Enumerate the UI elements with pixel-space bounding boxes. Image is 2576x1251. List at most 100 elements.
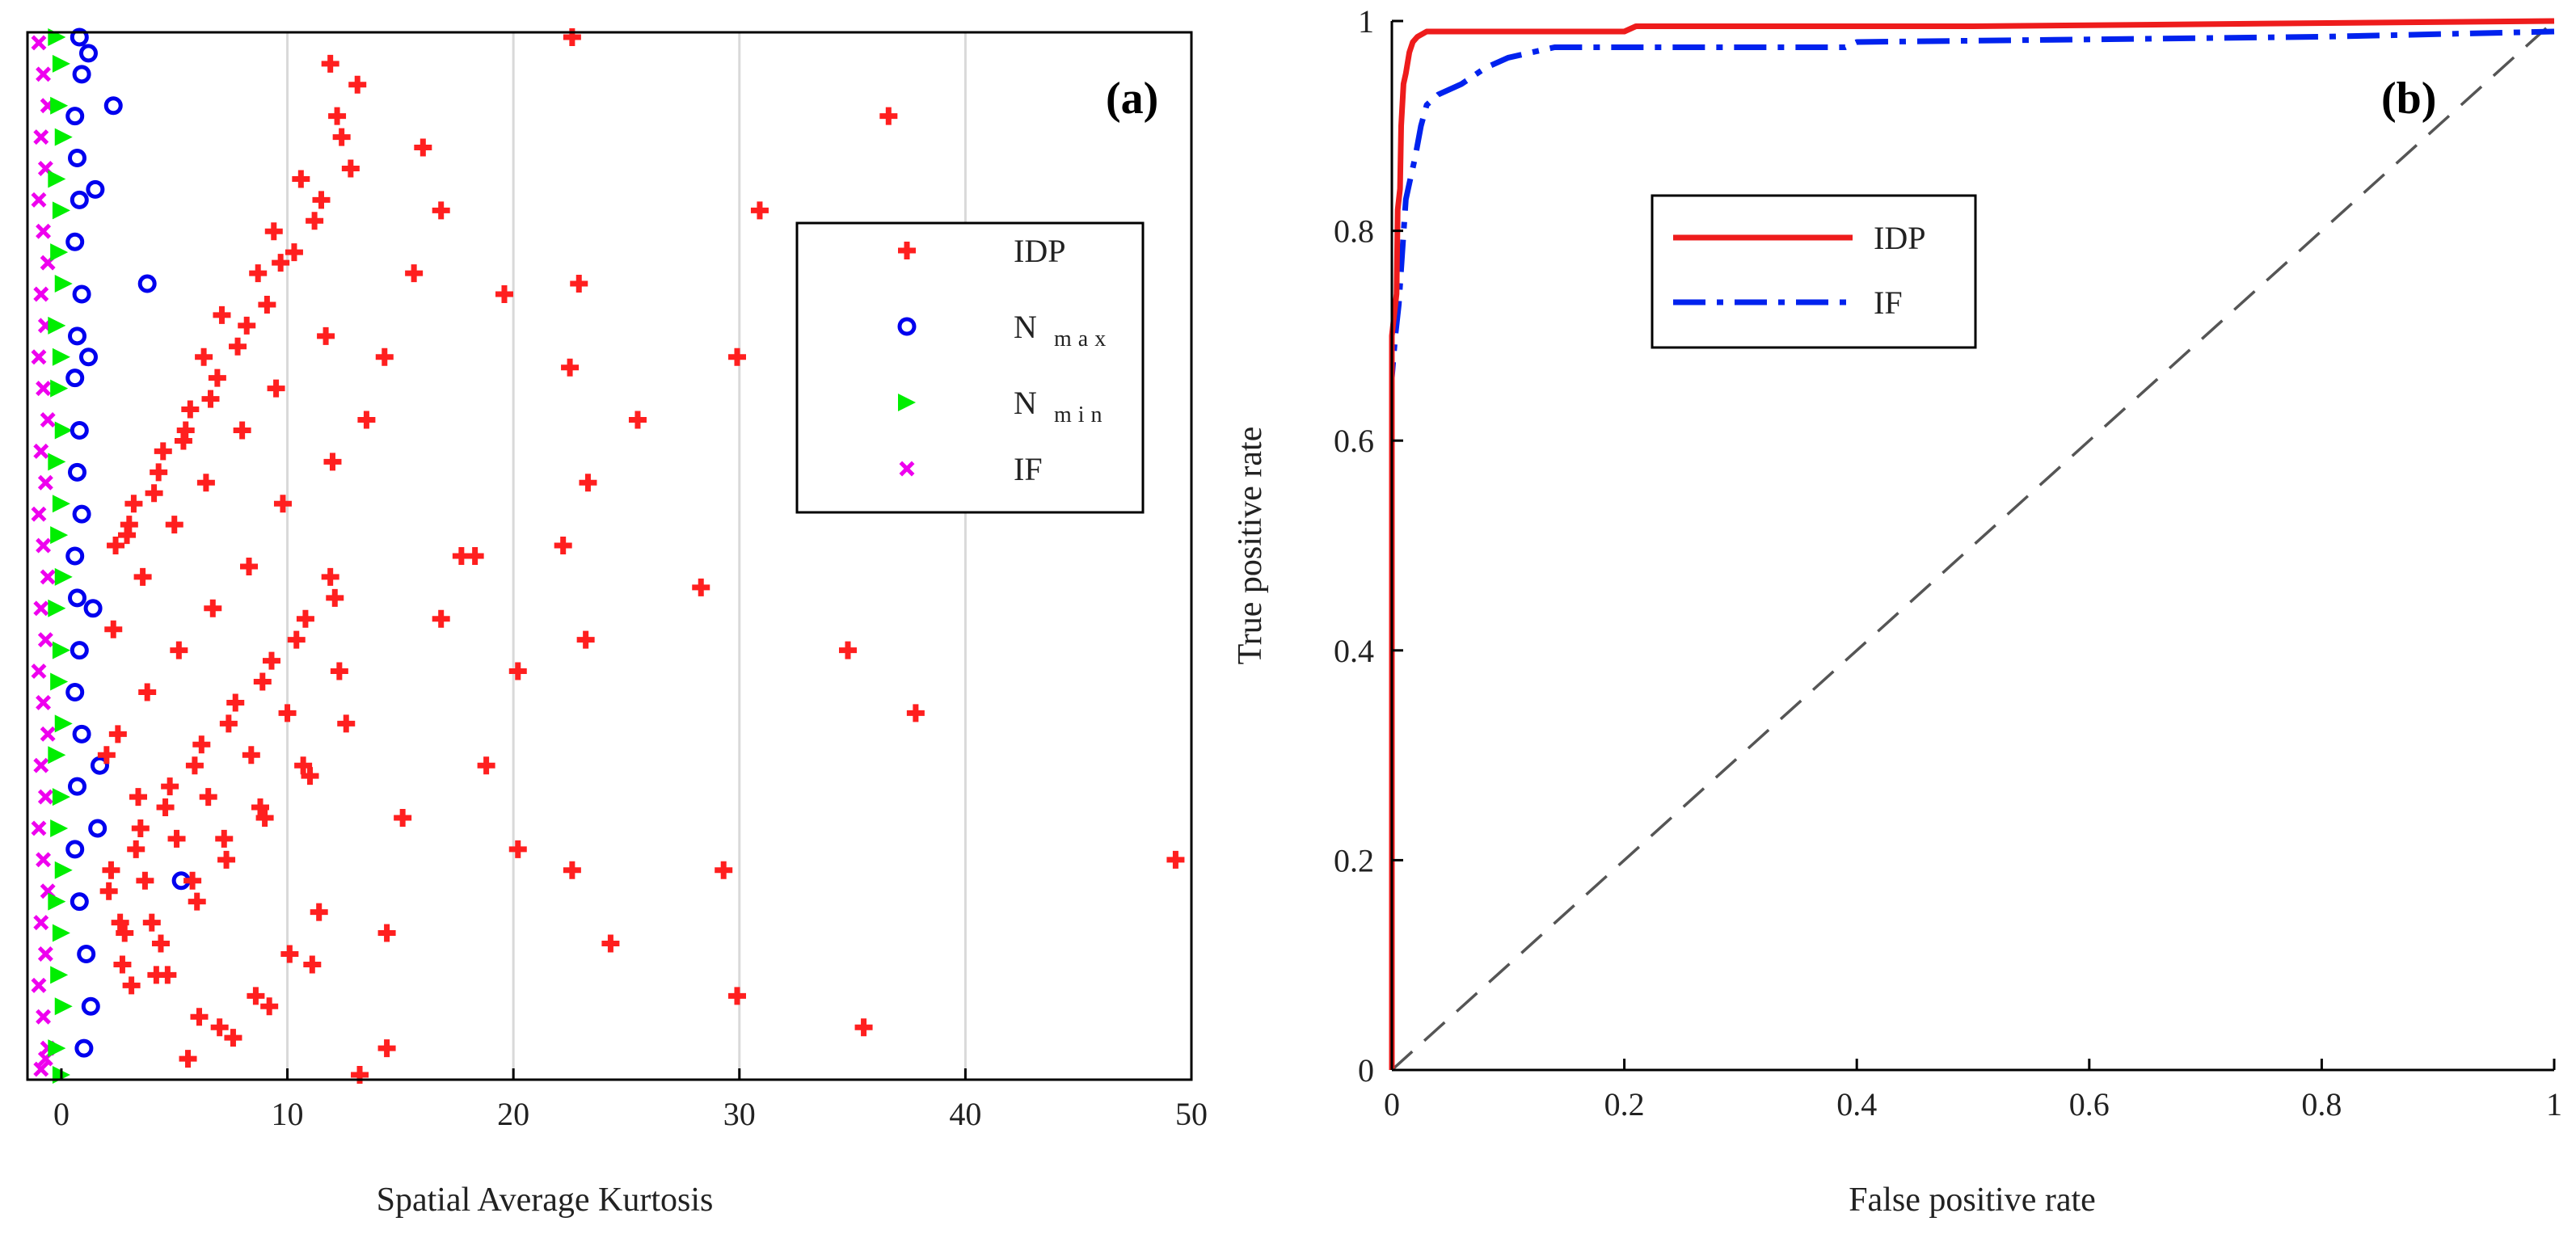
data-point-if xyxy=(36,223,52,239)
data-point-idp xyxy=(195,348,213,366)
legend-label: IDP xyxy=(1874,220,1925,256)
data-point-n-min xyxy=(52,54,70,73)
data-point-if xyxy=(31,820,47,836)
data-point-n-max xyxy=(78,348,98,367)
legend-box xyxy=(795,221,1145,514)
x-tick-label: 30 xyxy=(723,1096,756,1132)
legend-marker xyxy=(898,394,916,411)
data-point-idp xyxy=(377,1039,396,1058)
data-point-idp xyxy=(563,28,581,46)
data-point-idp xyxy=(116,924,134,942)
data-point-if xyxy=(36,381,52,397)
data-point-idp xyxy=(306,212,324,230)
data-point-if xyxy=(31,192,47,208)
data-point-idp xyxy=(328,107,347,125)
x-axis-ticks: 0 10 20 30 40 50 xyxy=(53,1068,1208,1132)
data-point-idp xyxy=(199,788,217,807)
data-point-n-min xyxy=(52,201,70,220)
data-point-idp xyxy=(124,495,143,513)
data-point-if xyxy=(31,977,47,993)
data-point-idp xyxy=(196,474,215,492)
data-point-idp xyxy=(321,567,339,586)
data-point-idp xyxy=(255,809,274,827)
data-point-n-min xyxy=(48,1039,66,1058)
data-point-idp xyxy=(174,432,192,450)
data-point-idp xyxy=(554,537,572,555)
data-point-idp xyxy=(405,264,424,283)
data-point-idp xyxy=(294,756,313,775)
data-point-idp xyxy=(628,411,647,429)
data-point-idp xyxy=(118,526,137,545)
roc-lines xyxy=(1389,18,2556,1072)
data-point-n-max xyxy=(81,996,100,1016)
data-point-n-min xyxy=(50,526,69,545)
x-tick-label: 50 xyxy=(1175,1096,1208,1132)
data-point-idp xyxy=(508,662,527,680)
legend-label: N xyxy=(1014,309,1037,345)
legend-label-subscript: min xyxy=(1054,402,1109,428)
data-point-n-max xyxy=(70,190,89,209)
data-point-idp xyxy=(104,620,123,638)
data-point-idp xyxy=(238,316,256,335)
y-tick-label: 1 xyxy=(1358,3,1374,40)
data-point-n-min xyxy=(54,861,73,879)
data-point-n-min xyxy=(52,788,70,807)
data-point-n-max xyxy=(70,641,89,660)
data-point-idp xyxy=(138,683,157,701)
data-point-n-max xyxy=(88,819,108,838)
data-point-n-max xyxy=(70,892,89,912)
data-point-idp xyxy=(136,871,154,890)
data-point-n-min xyxy=(54,128,73,146)
data-point-idp xyxy=(508,840,527,858)
data-point-idp xyxy=(394,809,412,827)
data-point-idp xyxy=(192,735,211,754)
data-point-n-max xyxy=(83,599,103,618)
data-point-n-min xyxy=(48,28,66,46)
data-point-idp xyxy=(161,777,179,796)
data-point-idp xyxy=(204,599,222,617)
data-point-n-max xyxy=(68,777,87,796)
data-point-if xyxy=(37,789,53,805)
data-point-idp xyxy=(258,295,276,314)
data-point-idp xyxy=(838,641,857,659)
y-tick-label: 0.2 xyxy=(1334,842,1374,878)
data-point-idp xyxy=(432,201,450,220)
data-point-idp xyxy=(210,1018,229,1037)
y-tick-label: 0.6 xyxy=(1334,423,1374,459)
data-point-n-max xyxy=(72,504,91,524)
data-point-if xyxy=(37,946,53,962)
data-point-idp xyxy=(561,358,580,377)
data-point-n-max xyxy=(70,27,89,47)
data-point-if xyxy=(33,915,49,931)
data-point-idp xyxy=(147,966,166,984)
data-point-n-min xyxy=(48,892,66,911)
data-point-n-max xyxy=(65,682,85,701)
panel-label: (a) xyxy=(1106,74,1158,124)
x-tick-label: 10 xyxy=(272,1096,304,1132)
data-point-n-max xyxy=(65,232,85,251)
data-point-n-max xyxy=(86,179,105,199)
legend-marker xyxy=(897,317,917,336)
data-point-n-max xyxy=(68,462,87,482)
data-point-idp xyxy=(167,829,186,848)
data-point-idp xyxy=(108,725,127,743)
data-point-idp xyxy=(188,892,206,911)
legend-label: IDP xyxy=(1014,233,1065,269)
data-point-idp xyxy=(176,421,195,440)
x-axis-label: Spatial Average Kurtosis xyxy=(377,1182,714,1219)
data-point-n-min xyxy=(54,714,73,733)
data-point-idp xyxy=(879,107,898,125)
legend-marker xyxy=(899,461,915,477)
x-tick-label: 20 xyxy=(497,1096,529,1132)
data-point-n-min xyxy=(52,348,70,366)
data-point-idp xyxy=(432,609,450,628)
data-point-if xyxy=(33,129,49,145)
data-point-idp xyxy=(145,484,163,503)
data-point-idp xyxy=(317,326,335,345)
x-tick-label: 0 xyxy=(1384,1086,1400,1123)
data-point-idp xyxy=(375,348,394,366)
x-axis-ticks: 0 0.2 0.4 0.6 0.8 1 xyxy=(1384,1059,2562,1123)
data-point-n-min xyxy=(50,672,69,691)
data-point-idp xyxy=(251,798,269,817)
data-point-n-max xyxy=(68,149,87,168)
